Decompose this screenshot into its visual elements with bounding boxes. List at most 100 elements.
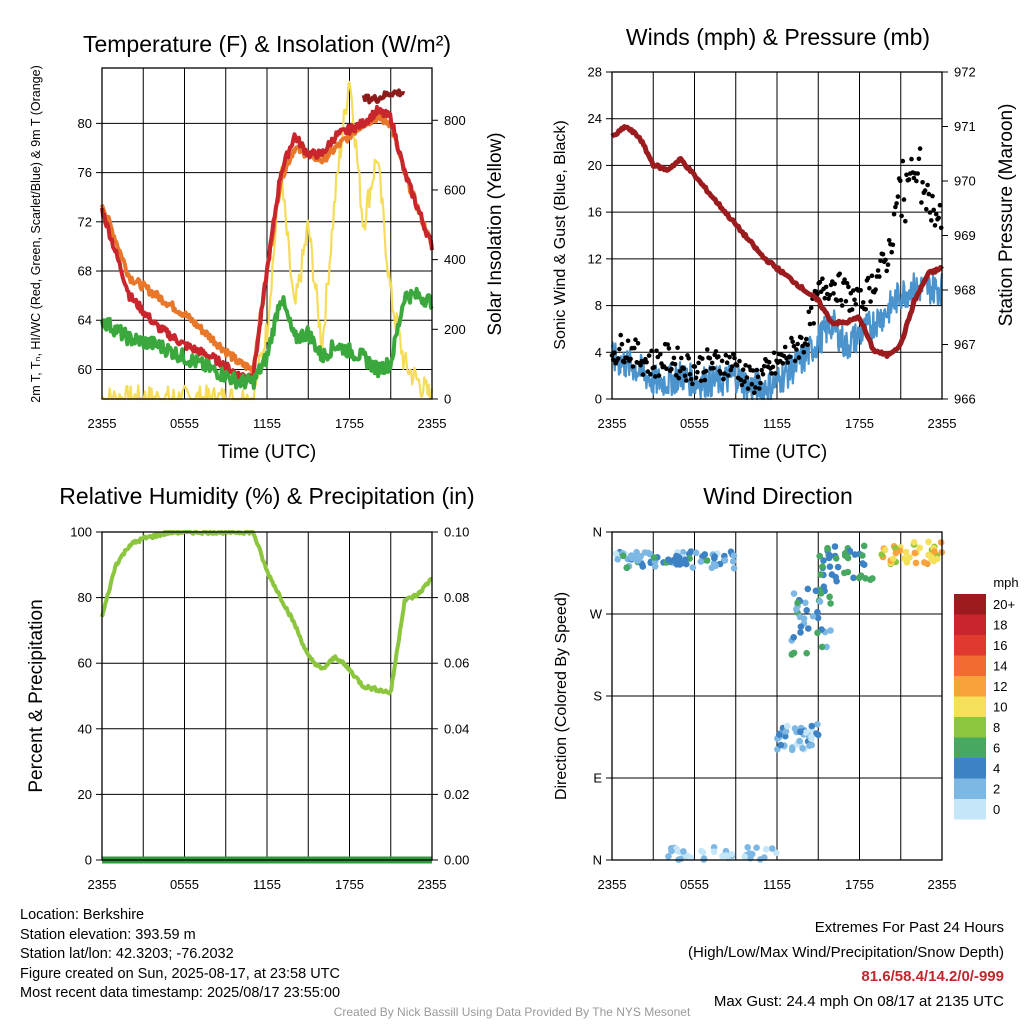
y2-tick-label: 200 bbox=[444, 322, 466, 337]
gust-point bbox=[936, 215, 941, 221]
legend-swatch bbox=[954, 635, 986, 656]
gust-point bbox=[785, 360, 790, 365]
station-location: Location: Berkshire bbox=[20, 907, 145, 923]
gust-point bbox=[651, 365, 657, 370]
gust-point bbox=[693, 375, 699, 381]
extremes-title: Extremes For Past 24 Hours bbox=[814, 919, 1004, 936]
gust-point bbox=[698, 378, 704, 384]
gust-point bbox=[638, 362, 643, 368]
y-tick-label: 20 bbox=[78, 787, 92, 802]
gust-point bbox=[744, 375, 750, 380]
direction-point bbox=[892, 549, 900, 557]
direction-point bbox=[933, 555, 941, 563]
gust-point bbox=[761, 363, 767, 369]
panel-title: Relative Humidity (%) & Precipitation (i… bbox=[59, 483, 474, 509]
y2-tick-label: 970 bbox=[954, 174, 976, 189]
x-tick-label: 1755 bbox=[335, 416, 364, 431]
gust-point bbox=[822, 295, 828, 301]
legend-swatch bbox=[954, 778, 986, 799]
y2-tick-label: 966 bbox=[954, 392, 976, 407]
legend-label: 0 bbox=[993, 802, 1000, 817]
direction-point bbox=[906, 554, 913, 561]
gust-point bbox=[742, 379, 747, 384]
gust-point bbox=[826, 296, 831, 302]
gust-point bbox=[808, 305, 814, 311]
gust-point bbox=[675, 345, 680, 351]
gust-point bbox=[875, 268, 881, 273]
y-tick-label: 8 bbox=[595, 298, 602, 313]
direction-point bbox=[850, 574, 857, 582]
gust-point bbox=[894, 201, 899, 206]
direction-point bbox=[728, 850, 735, 858]
y2-tick-label: 0.06 bbox=[444, 656, 469, 671]
y2-tick-label: 968 bbox=[954, 283, 976, 298]
y2-tick-label: 0 bbox=[444, 392, 451, 407]
gust-point bbox=[868, 299, 873, 304]
extremes-values: 81.6/58.4/14.2/0/-999 bbox=[861, 968, 1004, 985]
plot-frame bbox=[101, 531, 433, 861]
direction-point bbox=[730, 552, 738, 559]
gust-point bbox=[790, 339, 795, 345]
gust-point bbox=[806, 309, 812, 315]
direction-point bbox=[903, 559, 911, 566]
gust-point bbox=[692, 364, 698, 369]
gust-point bbox=[827, 292, 833, 298]
gust-point bbox=[622, 359, 627, 365]
gust-point bbox=[758, 380, 763, 386]
direction-point bbox=[912, 559, 920, 567]
direction-point bbox=[859, 552, 866, 559]
direction-point bbox=[682, 556, 689, 563]
temperature-panel: Temperature (F) & Insolation (W/m²) 2355 0… bbox=[29, 31, 506, 463]
gust-point bbox=[930, 193, 935, 199]
legend-label: 8 bbox=[993, 720, 1000, 735]
gust-point bbox=[883, 257, 888, 263]
x-tick-label: 2355 bbox=[418, 416, 447, 431]
panel-title: Winds (mph) & Pressure (mb) bbox=[626, 24, 930, 50]
gust-point bbox=[681, 366, 687, 372]
direction-point bbox=[639, 563, 647, 570]
direction-point bbox=[619, 552, 627, 560]
gust-point bbox=[711, 366, 716, 371]
series-line bbox=[100, 530, 433, 696]
gust-point bbox=[702, 377, 708, 383]
gust-point bbox=[804, 336, 809, 342]
gust-point bbox=[927, 210, 933, 215]
direction-point bbox=[902, 548, 910, 556]
y2-tick-label: 0.00 bbox=[444, 853, 469, 868]
y-tick-label: 100 bbox=[70, 525, 92, 540]
gust-point bbox=[773, 371, 778, 376]
direction-point bbox=[802, 729, 810, 736]
direction-point bbox=[819, 563, 826, 570]
direction-point bbox=[826, 552, 833, 559]
series-line bbox=[610, 124, 944, 359]
series-line bbox=[100, 286, 434, 390]
direction-point bbox=[921, 559, 928, 566]
legend-swatch bbox=[954, 676, 986, 697]
x-tick-label: 1755 bbox=[335, 877, 364, 892]
x-axis-label: Time (UTC) bbox=[729, 442, 828, 463]
gust-point bbox=[707, 356, 713, 361]
gust-point bbox=[686, 356, 691, 361]
x-tick-label: 0555 bbox=[680, 416, 709, 431]
gust-point bbox=[900, 158, 906, 164]
gust-point bbox=[749, 381, 755, 387]
gust-point bbox=[615, 356, 621, 361]
gust-point bbox=[703, 368, 709, 374]
gust-point bbox=[895, 194, 901, 199]
direction-point bbox=[881, 546, 889, 554]
gust-point bbox=[755, 374, 761, 380]
direction-point bbox=[790, 634, 797, 641]
gust-point bbox=[899, 213, 904, 219]
direction-point bbox=[692, 549, 700, 557]
gust-point bbox=[718, 371, 724, 376]
direction-point bbox=[680, 848, 687, 855]
y-tick-label: S bbox=[593, 689, 602, 704]
gust-point bbox=[722, 371, 727, 376]
direction-point bbox=[851, 551, 859, 558]
y2-tick-label: 0.04 bbox=[444, 721, 469, 736]
gust-point bbox=[794, 347, 799, 352]
gust-point bbox=[891, 211, 897, 217]
y2-tick-label: 972 bbox=[954, 65, 976, 80]
direction-point bbox=[700, 855, 708, 862]
y-tick-label: 40 bbox=[78, 721, 92, 736]
